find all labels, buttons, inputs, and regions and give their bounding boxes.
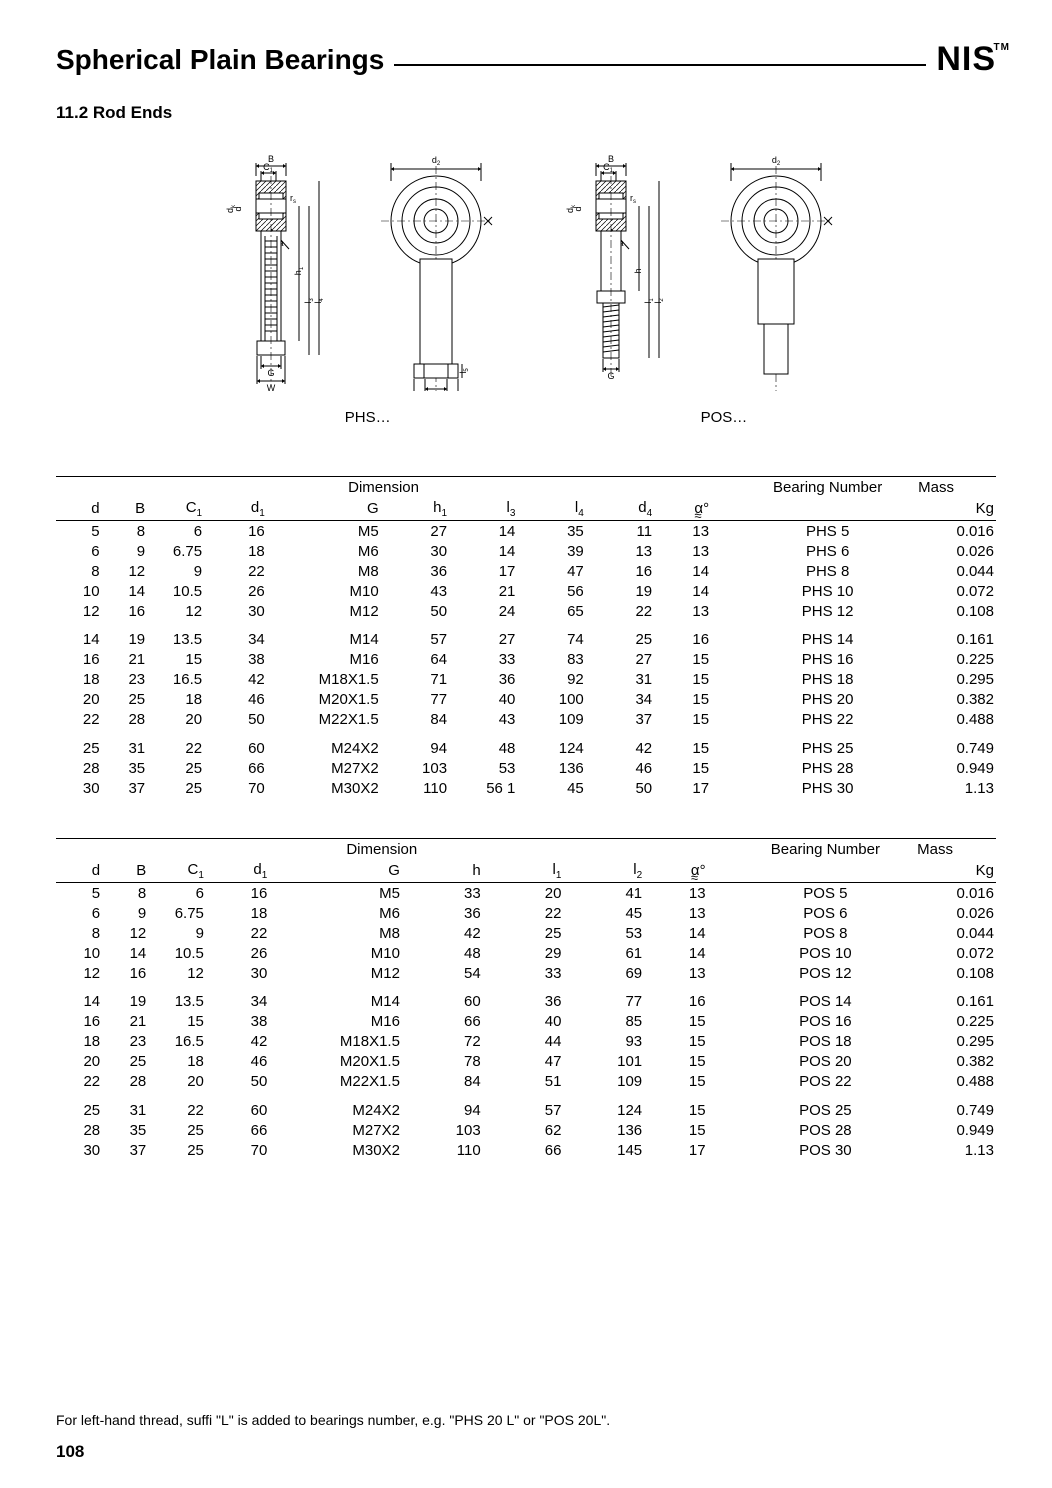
table-row: 812922M83617471614PHS 80.044 xyxy=(56,561,996,581)
table-row: 12161230M1254336913POS 120.108 xyxy=(56,963,996,983)
table-row: 25312260M24X294481244215PHS 250.749 xyxy=(56,730,996,759)
svg-text:rs: rs xyxy=(290,193,296,205)
table-row: 101410.526M104321561914PHS 100.072 xyxy=(56,581,996,601)
table-row: 812922M842255314POS 80.044 xyxy=(56,923,996,943)
table-row: 141913.534M145727742516PHS 140.161 xyxy=(56,621,996,650)
phs-diagrams: BC1rsddkaGWh1l3l4 d2d3d4l5 xyxy=(211,151,501,391)
table-row: 25312260M24X2945712415POS 250.749 xyxy=(56,1092,996,1121)
svg-text:l5: l5 xyxy=(458,368,470,374)
phs-side-view: BC1rsddkaGWh1l3l4 xyxy=(211,151,331,391)
table-row: 696.7518M636224513POS 60.026 xyxy=(56,903,996,923)
table-row: 16211538M1666408515POS 160.225 xyxy=(56,1012,996,1032)
page-title: Spherical Plain Bearings xyxy=(56,44,384,76)
diagram-captions: PHS… POS… xyxy=(96,409,996,426)
svg-text:d2: d2 xyxy=(432,155,441,167)
brand-logo: NISTM xyxy=(936,40,996,79)
svg-text:h: h xyxy=(633,268,643,273)
table-row: 30372570M30X21106614517POS 301.13 xyxy=(56,1140,996,1160)
footnote: For left-hand thread, suffi "L" is added… xyxy=(56,1412,610,1428)
table-row: 141913.534M1460367716POS 140.161 xyxy=(56,983,996,1012)
table-row: 58616M52714351113PHS 50.016 xyxy=(56,521,996,542)
table-row: 30372570M30X211056 1455017PHS 301.13 xyxy=(56,778,996,798)
svg-text:d2: d2 xyxy=(772,155,781,167)
table-row: 22282050M22X1.5845110915POS 220.488 xyxy=(56,1072,996,1092)
table-row: 20251846M20X1.577401003415PHS 200.382 xyxy=(56,690,996,710)
table-row: 20251846M20X1.5784710115POS 200.382 xyxy=(56,1052,996,1072)
table-phs: DimensionBearing NumberMassdBC1d1Gh1l3l4… xyxy=(56,476,996,798)
table-row: 182316.542M18X1.572449315POS 180.295 xyxy=(56,1032,996,1052)
table-row: 182316.542M18X1.57136923115PHS 180.295 xyxy=(56,670,996,690)
pos-diagrams: BC1rsddkaGhl1l2 d2 xyxy=(551,151,841,391)
page-header: Spherical Plain Bearings NISTM xyxy=(56,40,996,79)
pos-front-view: d2 xyxy=(711,151,841,391)
table-row: 101410.526M1048296114POS 100.072 xyxy=(56,943,996,963)
section-heading: 11.2 Rod Ends xyxy=(56,103,996,123)
table-pos: DimensionBearing NumberMassdBC1d1Ghl1l2α… xyxy=(56,838,996,1160)
title-rule xyxy=(394,64,926,66)
page-number: 108 xyxy=(56,1442,84,1462)
caption-phs: PHS… xyxy=(345,409,391,426)
table-row: 22282050M22X1.584431093715PHS 220.488 xyxy=(56,710,996,730)
table-row: 28352566M27X2103531364615PHS 280.949 xyxy=(56,758,996,778)
pos-side-view: BC1rsddkaGhl1l2 xyxy=(551,151,671,391)
svg-text:rs: rs xyxy=(630,193,636,205)
diagrams-row: BC1rsddkaGWh1l3l4 d2d3d4l5 BC1rsddkaGhl1… xyxy=(56,151,996,391)
table-row: 16211538M166433832715PHS 160.225 xyxy=(56,650,996,670)
table-row: 58616M533204113POS 50.016 xyxy=(56,883,996,904)
table-row: 12161230M125024652213PHS 120.108 xyxy=(56,601,996,621)
table-row: 696.7518M63014391313PHS 60.026 xyxy=(56,541,996,561)
table-row: 28352566M27X21036213615POS 280.949 xyxy=(56,1120,996,1140)
caption-pos: POS… xyxy=(701,409,748,426)
phs-front-view: d2d3d4l5 xyxy=(371,151,501,391)
